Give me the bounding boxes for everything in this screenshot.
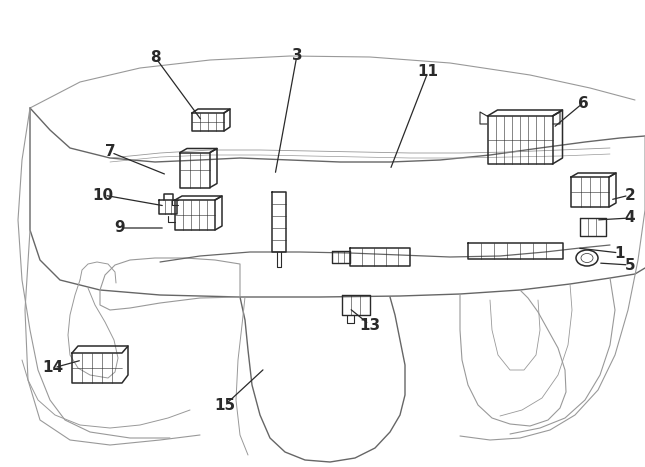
Ellipse shape <box>576 250 598 266</box>
Text: 6: 6 <box>578 95 588 111</box>
Text: 7: 7 <box>104 144 115 160</box>
Text: 10: 10 <box>92 187 114 203</box>
Text: 13: 13 <box>359 318 381 333</box>
Text: 15: 15 <box>214 397 235 412</box>
Text: 3: 3 <box>292 48 303 63</box>
Text: 11: 11 <box>417 64 439 79</box>
Text: 14: 14 <box>43 361 64 375</box>
Text: 9: 9 <box>115 220 125 235</box>
Text: 2: 2 <box>624 187 635 203</box>
Text: 5: 5 <box>625 257 635 273</box>
Text: 1: 1 <box>615 246 625 261</box>
Text: 8: 8 <box>150 50 161 64</box>
Text: 4: 4 <box>625 211 635 226</box>
